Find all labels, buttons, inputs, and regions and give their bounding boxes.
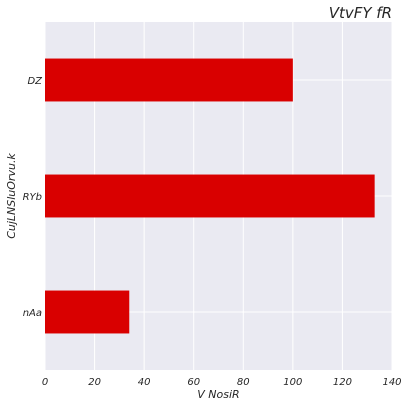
x-tick-label: 20 [88, 377, 101, 388]
x-tick-label: 120 [333, 377, 352, 388]
x-tick-label: 80 [237, 377, 250, 388]
bar-nAa [45, 291, 129, 334]
x-tick-label: 140 [382, 377, 401, 388]
y-tick-label: nAa [23, 308, 42, 319]
x-tick-label: 40 [138, 377, 151, 388]
bar-RYb [45, 175, 375, 218]
bar-DZ [45, 59, 293, 102]
y-axis-label: CujLNSluOrvu.k [5, 153, 18, 239]
y-tick-labels: DZ RYb nAa [23, 76, 44, 319]
x-tick-labels: 0 20 40 60 80 100 120 140 [42, 377, 402, 388]
chart-title: VtvFY fR [329, 4, 392, 22]
x-tick-label: 100 [283, 377, 302, 388]
y-tick-label: DZ [27, 76, 43, 87]
x-tick-label: 60 [187, 377, 200, 388]
y-tick-label: RYb [23, 192, 42, 203]
x-tick-label: 0 [42, 377, 48, 388]
x-axis-label: V NosiR [197, 388, 239, 401]
